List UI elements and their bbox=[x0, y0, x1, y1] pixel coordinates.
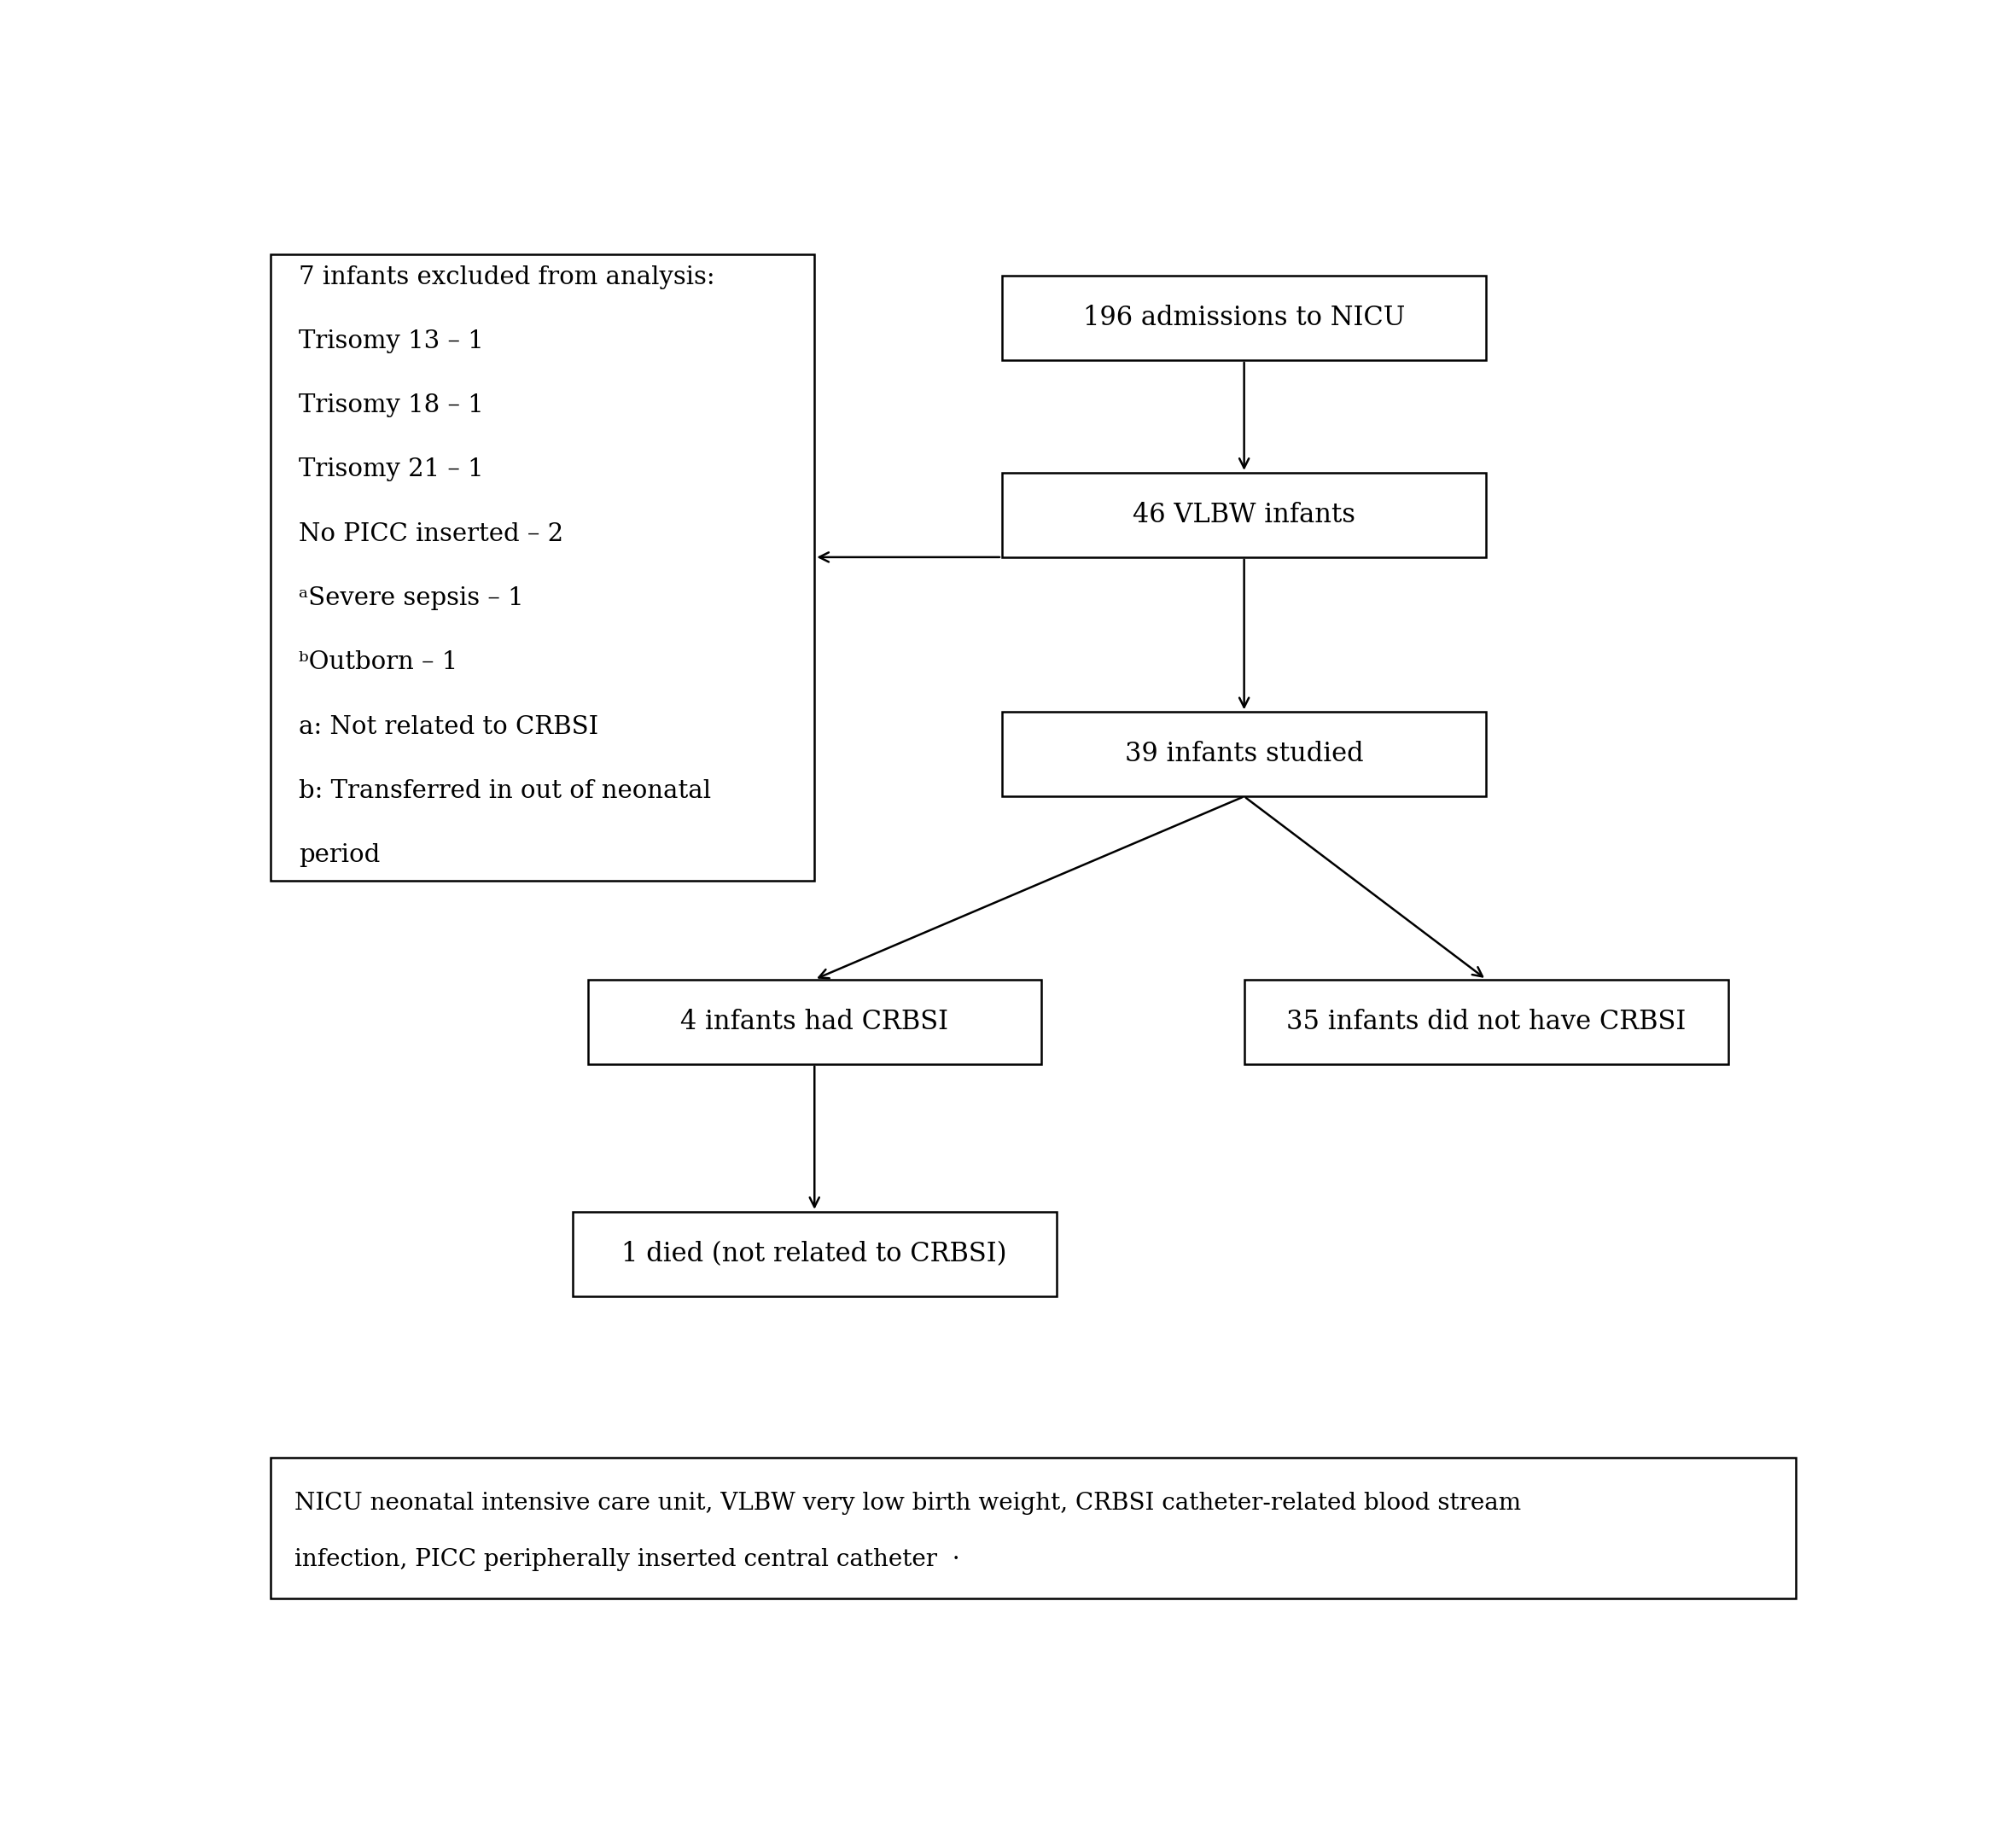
Bar bbox=[1244, 980, 1728, 1064]
Bar bbox=[1002, 473, 1486, 558]
Text: a: Not related to CRBSI: a: Not related to CRBSI bbox=[298, 715, 599, 739]
Text: 35 infants did not have CRBSI: 35 infants did not have CRBSI bbox=[1286, 1009, 1685, 1035]
Text: ᵇOutborn – 1: ᵇOutborn – 1 bbox=[298, 651, 458, 675]
Text: 4 infants had CRBSI: 4 infants had CRBSI bbox=[681, 1009, 948, 1035]
Bar bbox=[1002, 276, 1486, 360]
Bar bbox=[1002, 711, 1486, 797]
Text: ᵃSevere sepsis – 1: ᵃSevere sepsis – 1 bbox=[298, 587, 524, 611]
Text: Trisomy 18 – 1: Trisomy 18 – 1 bbox=[298, 393, 484, 417]
Text: infection, PICC peripherally inserted central catheter  ·: infection, PICC peripherally inserted ce… bbox=[294, 1548, 960, 1570]
Bar bbox=[589, 980, 1040, 1064]
Text: Trisomy 21 – 1: Trisomy 21 – 1 bbox=[298, 457, 484, 483]
Bar bbox=[573, 1212, 1056, 1296]
Text: period: period bbox=[298, 843, 381, 866]
Text: NICU neonatal intensive care unit, VLBW very low birth weight, CRBSI catheter-re: NICU neonatal intensive care unit, VLBW … bbox=[294, 1492, 1520, 1515]
Text: 39 infants studied: 39 infants studied bbox=[1125, 740, 1363, 768]
Text: No PICC inserted – 2: No PICC inserted – 2 bbox=[298, 523, 564, 547]
Bar bbox=[270, 254, 814, 881]
Text: 196 admissions to NICU: 196 admissions to NICU bbox=[1083, 305, 1405, 331]
Text: 7 infants excluded from analysis:: 7 infants excluded from analysis: bbox=[298, 265, 716, 289]
Text: Trisomy 13 – 1: Trisomy 13 – 1 bbox=[298, 329, 484, 353]
Text: 1 died (not related to CRBSI): 1 died (not related to CRBSI) bbox=[621, 1241, 1008, 1267]
Bar bbox=[270, 1459, 1796, 1600]
Text: b: Transferred in out of neonatal: b: Transferred in out of neonatal bbox=[298, 779, 712, 802]
Text: 46 VLBW infants: 46 VLBW infants bbox=[1133, 501, 1355, 528]
